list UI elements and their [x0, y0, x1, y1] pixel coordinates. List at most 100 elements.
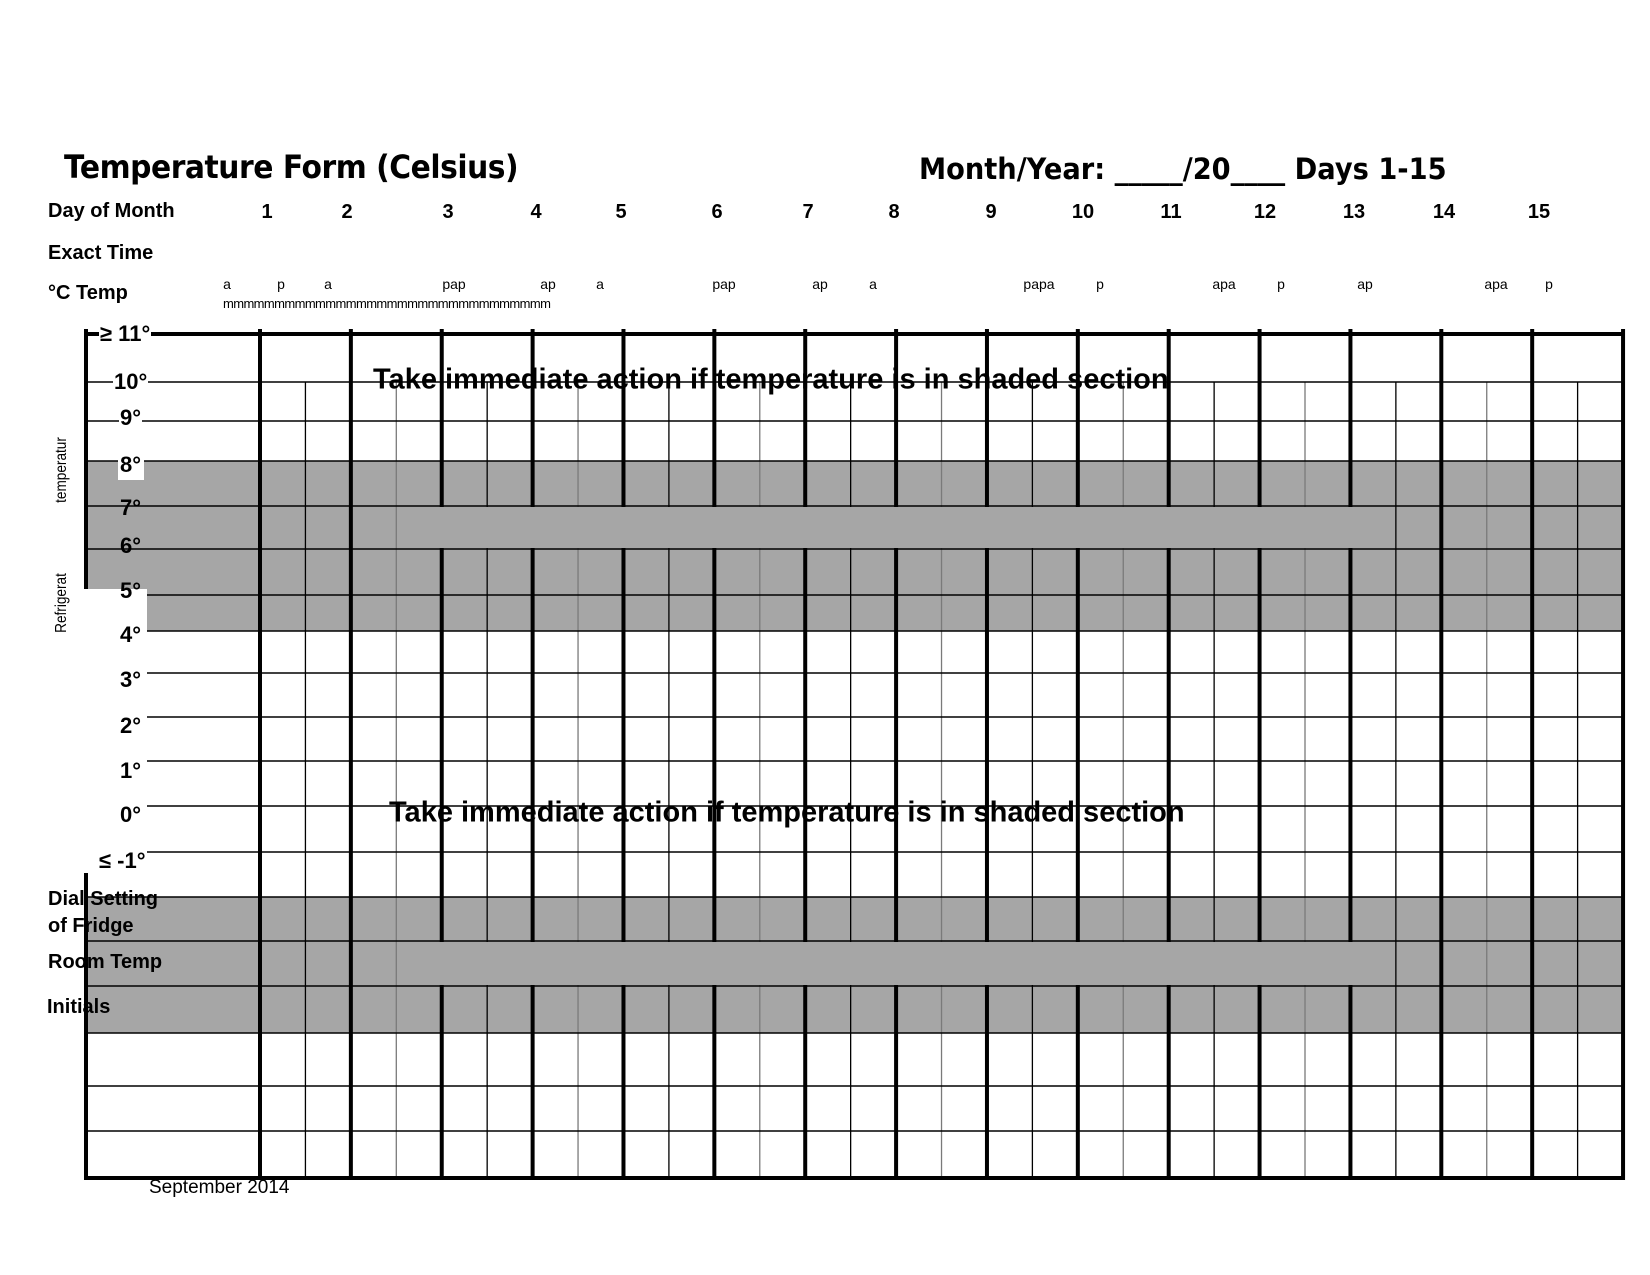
grid-cell[interactable]	[1032, 421, 1077, 461]
grid-cell[interactable]	[1532, 421, 1577, 461]
grid-cell[interactable]	[442, 1131, 487, 1178]
grid-cell[interactable]	[1078, 461, 1123, 506]
grid-cell[interactable]	[669, 897, 714, 941]
grid-cell[interactable]	[1260, 717, 1305, 761]
grid-cell[interactable]	[1078, 549, 1123, 595]
grid-cell[interactable]	[942, 717, 987, 761]
grid-cell[interactable]	[260, 897, 305, 941]
grid-cell[interactable]	[1487, 941, 1532, 986]
grid-cell[interactable]	[1487, 421, 1532, 461]
grid-cell[interactable]	[1532, 1033, 1577, 1086]
grid-cell[interactable]	[1487, 852, 1532, 897]
grid-cell[interactable]	[1078, 717, 1123, 761]
grid-cell[interactable]	[442, 1086, 487, 1131]
grid-cell[interactable]	[1214, 673, 1259, 717]
grid-cell[interactable]	[487, 1131, 532, 1178]
grid-cell[interactable]	[1078, 1131, 1123, 1178]
grid-cell[interactable]	[1123, 631, 1168, 673]
grid-cell[interactable]	[1350, 421, 1395, 461]
grid-cell[interactable]	[623, 986, 668, 1033]
grid-cell[interactable]	[851, 595, 896, 631]
grid-cell[interactable]	[1123, 1033, 1168, 1086]
grid-cell[interactable]	[351, 421, 396, 461]
grid-cell[interactable]	[623, 717, 668, 761]
grid-cell[interactable]	[442, 631, 487, 673]
grid-cell[interactable]	[1441, 1086, 1486, 1131]
grid-cell[interactable]	[1350, 673, 1395, 717]
grid-cell[interactable]	[396, 673, 441, 717]
grid-cell[interactable]	[1123, 673, 1168, 717]
grid-cell[interactable]	[1532, 1131, 1577, 1178]
grid-cell[interactable]	[1169, 631, 1214, 673]
grid-cell[interactable]	[305, 595, 350, 631]
grid-cell[interactable]	[1169, 1033, 1214, 1086]
grid-cell[interactable]	[1078, 421, 1123, 461]
grid-cell[interactable]	[1532, 595, 1577, 631]
grid-cell[interactable]	[760, 673, 805, 717]
grid-cell[interactable]	[1305, 1033, 1350, 1086]
grid-cell[interactable]	[1305, 631, 1350, 673]
grid-cell[interactable]	[1214, 382, 1259, 421]
grid-cell[interactable]	[1032, 1086, 1077, 1131]
grid-cell[interactable]	[1214, 806, 1259, 852]
grid-cell[interactable]	[1214, 1086, 1259, 1131]
grid-cell[interactable]	[760, 421, 805, 461]
grid-cell[interactable]	[1169, 549, 1214, 595]
grid-cell[interactable]	[305, 761, 350, 806]
grid-cell[interactable]	[1350, 852, 1395, 897]
grid-cell[interactable]	[851, 852, 896, 897]
grid-cell[interactable]	[1487, 806, 1532, 852]
grid-cell[interactable]	[1396, 506, 1441, 549]
grid-cell[interactable]	[1350, 631, 1395, 673]
grid-cell[interactable]	[851, 549, 896, 595]
grid-cell[interactable]	[1532, 673, 1577, 717]
grid-cell[interactable]	[351, 717, 396, 761]
grid-cell[interactable]	[1396, 631, 1441, 673]
grid-cell[interactable]	[714, 421, 759, 461]
grid-cell[interactable]	[760, 595, 805, 631]
grid-cell[interactable]	[1078, 1033, 1123, 1086]
grid-cell[interactable]	[669, 1086, 714, 1131]
grid-cell[interactable]	[1350, 1086, 1395, 1131]
grid-cell[interactable]	[942, 595, 987, 631]
grid-cell[interactable]	[351, 673, 396, 717]
grid-cell[interactable]	[896, 421, 941, 461]
grid-cell[interactable]	[851, 631, 896, 673]
grid-cell[interactable]	[396, 461, 441, 506]
grid-cell[interactable]	[896, 1131, 941, 1178]
grid-cell[interactable]	[396, 595, 441, 631]
grid-cell[interactable]	[714, 673, 759, 717]
grid-cell[interactable]	[1578, 1131, 1623, 1178]
grid-cell[interactable]	[396, 549, 441, 595]
grid-cell[interactable]	[396, 717, 441, 761]
grid-cell[interactable]	[260, 761, 305, 806]
grid-cell[interactable]	[396, 631, 441, 673]
grid-cell[interactable]	[896, 1033, 941, 1086]
grid-cell[interactable]	[1032, 461, 1077, 506]
grid-cell[interactable]	[487, 986, 532, 1033]
grid-cell[interactable]	[760, 461, 805, 506]
grid-cell[interactable]	[351, 941, 396, 986]
grid-cell[interactable]	[987, 1033, 1032, 1086]
grid-cell[interactable]	[1396, 717, 1441, 761]
grid-cell[interactable]	[1305, 986, 1350, 1033]
grid-cell[interactable]	[487, 421, 532, 461]
grid-cell[interactable]	[260, 1033, 305, 1086]
grid-cell[interactable]	[942, 549, 987, 595]
grid-cell[interactable]	[669, 852, 714, 897]
grid-cell[interactable]	[760, 1131, 805, 1178]
grid-cell[interactable]	[487, 461, 532, 506]
grid-cell[interactable]	[1396, 1033, 1441, 1086]
grid-cell[interactable]	[351, 897, 396, 941]
grid-cell[interactable]	[623, 897, 668, 941]
grid-cell[interactable]	[1578, 595, 1623, 631]
grid-cell[interactable]	[760, 1033, 805, 1086]
grid-cell[interactable]	[305, 631, 350, 673]
grid-cell[interactable]	[1396, 595, 1441, 631]
grid-cell[interactable]	[305, 1033, 350, 1086]
grid-cell[interactable]	[1532, 461, 1577, 506]
grid-cell[interactable]	[260, 1131, 305, 1178]
grid-cell[interactable]	[1350, 1131, 1395, 1178]
grid-cell[interactable]	[578, 673, 623, 717]
grid-cell[interactable]	[1032, 897, 1077, 941]
